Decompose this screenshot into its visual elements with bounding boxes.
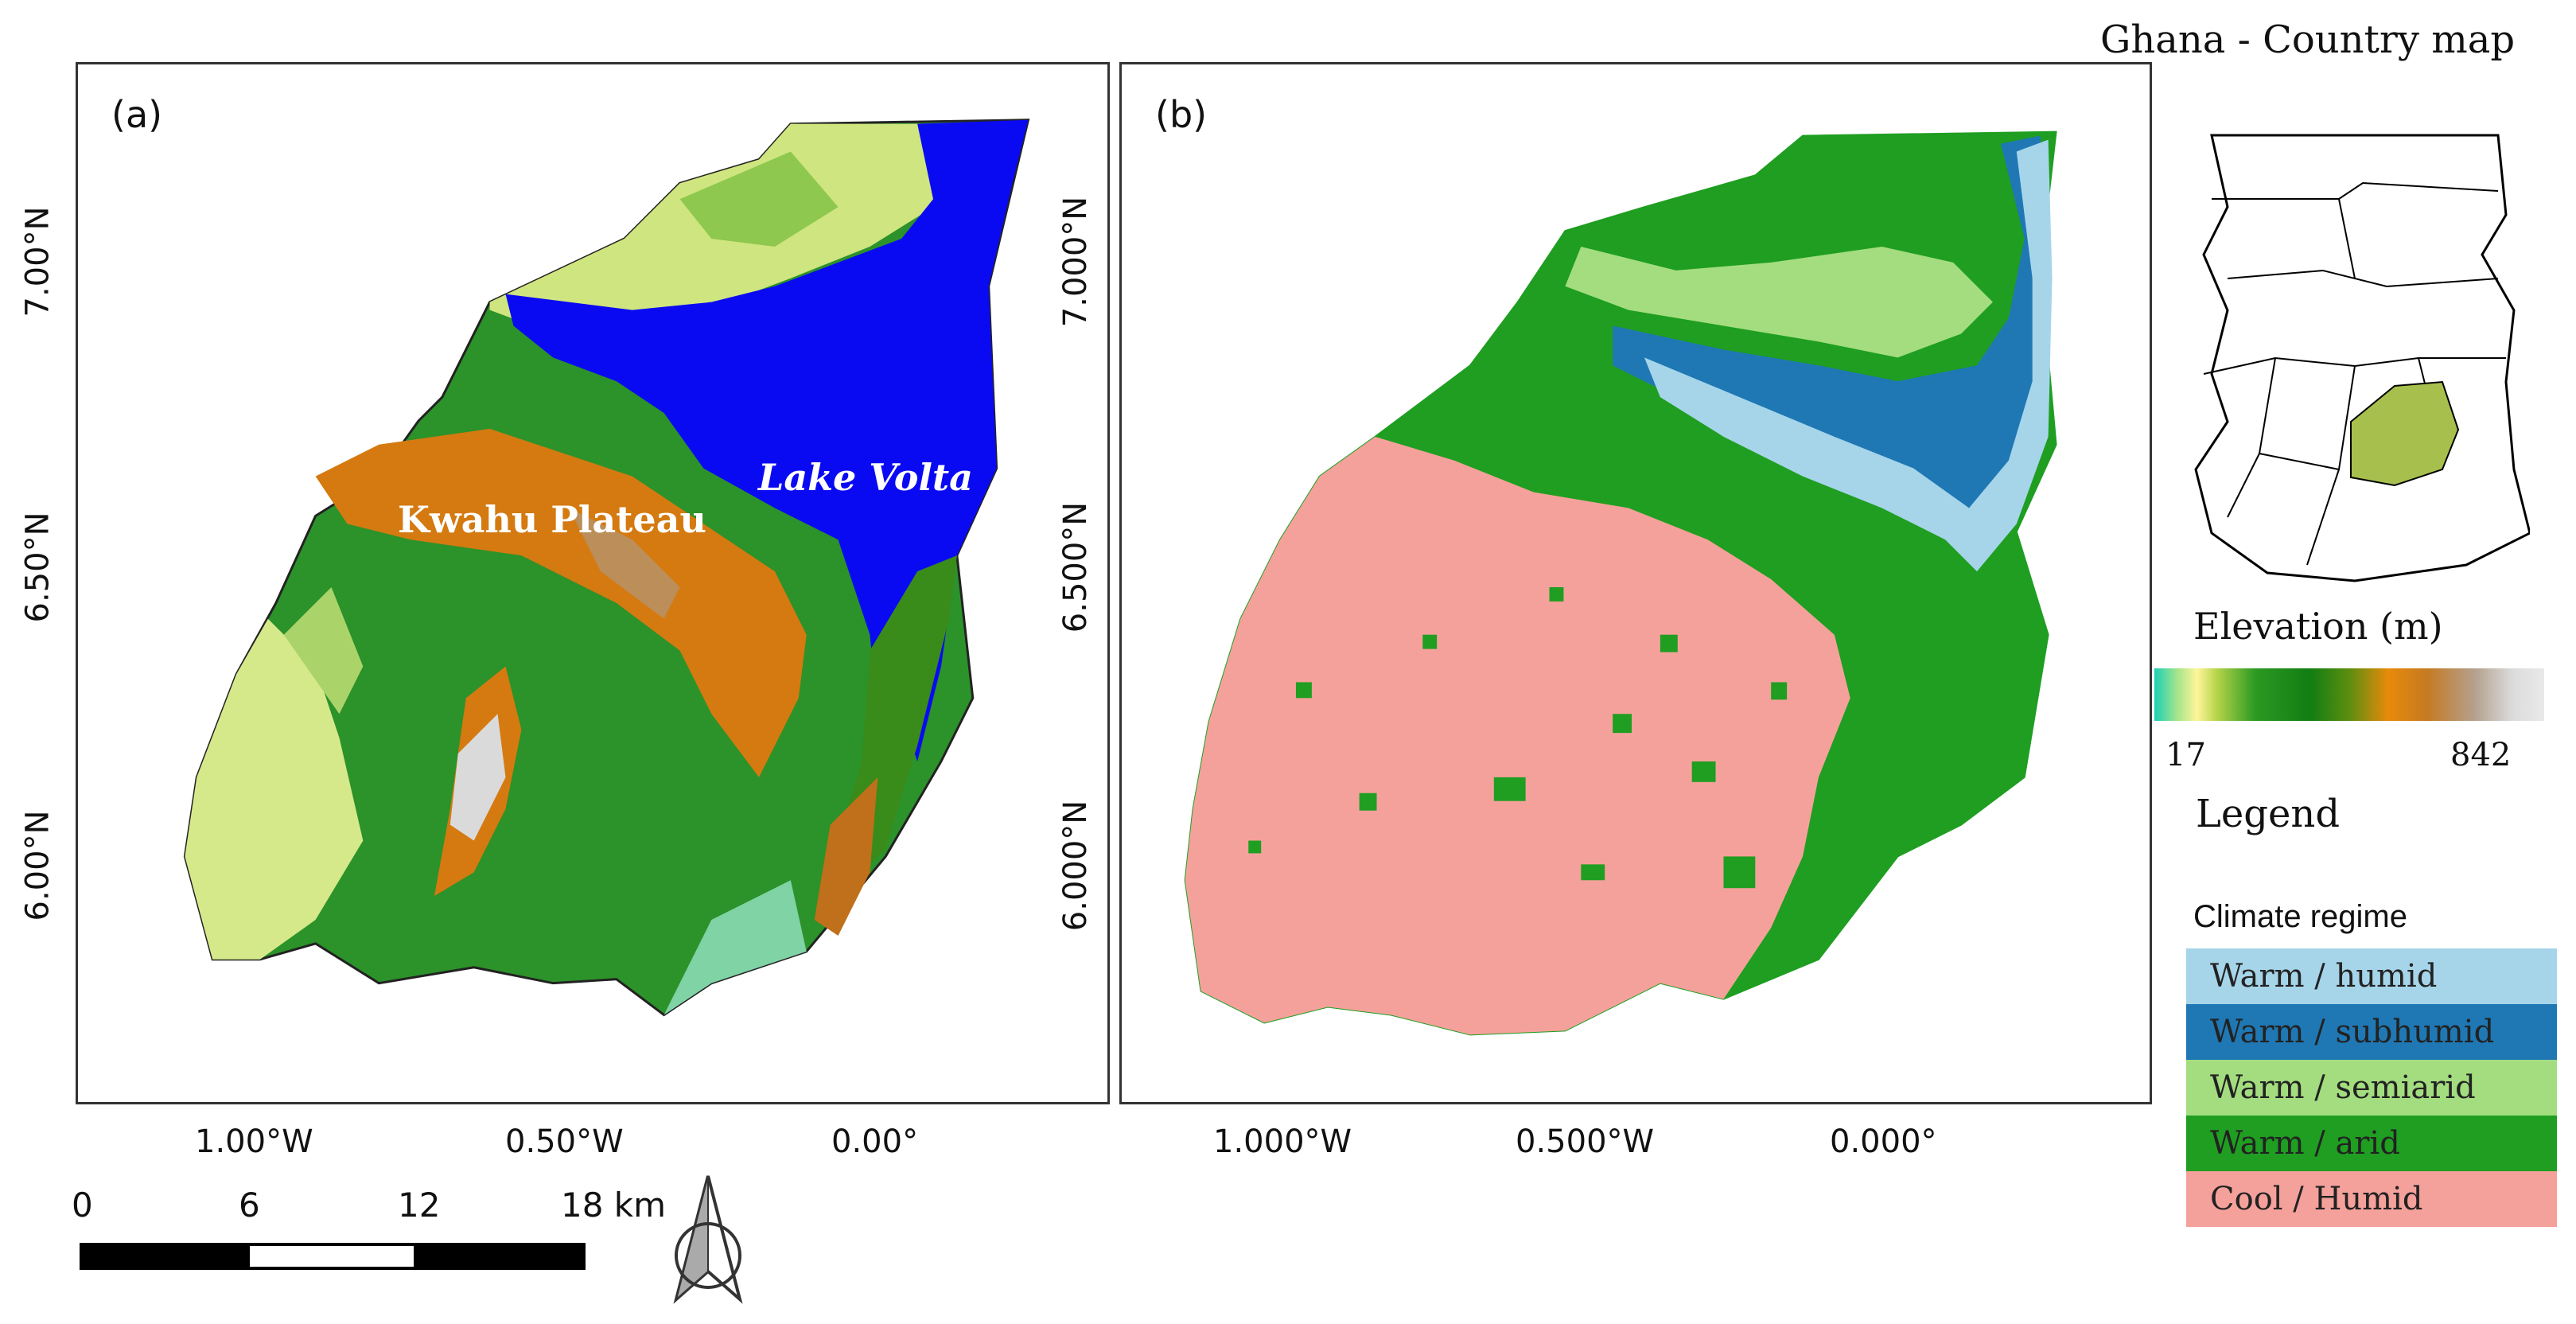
scale-bar — [80, 1243, 586, 1270]
north-arrow-icon — [673, 1175, 743, 1304]
panel-b-xtick: 1.000°W — [1213, 1123, 1352, 1160]
scale-tick: 6 — [239, 1186, 260, 1225]
ghana-inset-map — [2194, 134, 2530, 582]
legend-item-warm-arid: Warm / arid — [2186, 1116, 2557, 1171]
panel-a-xtick: 0.00° — [831, 1123, 919, 1160]
panel-b-xtick: 0.500°W — [1516, 1123, 1655, 1160]
study-area-highlight — [2350, 380, 2460, 487]
panel-b-ytick: 6.000°N — [1057, 800, 1095, 932]
panel-b-ytick: 7.000°N — [1057, 196, 1095, 328]
panel-a-ytick: 6.50°N — [19, 512, 56, 623]
scale-tick: 18 km — [561, 1186, 667, 1225]
legend-item-warm-semiarid: Warm / semiarid — [2186, 1060, 2557, 1116]
panel-b-xtick: 0.000° — [1830, 1123, 1937, 1160]
kwahu-plateau-label: Kwahu Plateau — [398, 498, 706, 541]
panel-b-label: (b) — [1155, 93, 1208, 136]
ghana-outline — [2194, 134, 2530, 582]
panel-a-ytick: 7.00°N — [19, 206, 56, 317]
climate-regime-map-panel: (b) — [1119, 62, 2152, 1104]
scale-tick: 12 — [398, 1186, 441, 1225]
panel-a-xtick: 0.50°W — [505, 1123, 624, 1160]
elevation-map-panel: (a) Kwahu Plateau Lake Volta — [76, 62, 1110, 1104]
climate-regime-map — [1184, 130, 2057, 1036]
elevation-min-label: 17 — [2165, 737, 2206, 773]
scale-tick: 0 — [72, 1186, 93, 1225]
cool-humid-zone — [1185, 436, 1850, 1035]
panel-a-xtick: 1.00°W — [195, 1123, 313, 1160]
elevation-max-label: 842 — [2450, 737, 2512, 773]
legend-item-cool-humid: Cool / Humid — [2186, 1171, 2557, 1227]
legend-title: Legend — [2196, 792, 2341, 836]
elevation-title: Elevation (m) — [2193, 605, 2443, 648]
lake-volta — [505, 119, 1029, 761]
climate-regime-title: Climate regime — [2193, 899, 2407, 934]
lake-volta-label: Lake Volta — [758, 456, 973, 499]
legend-item-warm-subhumid: Warm / subhumid — [2186, 1004, 2557, 1060]
elevation-color-ramp — [2154, 668, 2544, 721]
panel-a-ytick: 6.00°N — [19, 810, 56, 921]
legend-item-warm-humid: Warm / humid — [2186, 948, 2557, 1004]
elevation-map — [183, 119, 1030, 1017]
kwahu-plateau — [315, 428, 807, 777]
panel-b-ytick: 6.500°N — [1057, 501, 1095, 633]
panel-a-label: (a) — [111, 93, 163, 136]
inset-map-title: Ghana - Country map — [2100, 18, 2516, 62]
